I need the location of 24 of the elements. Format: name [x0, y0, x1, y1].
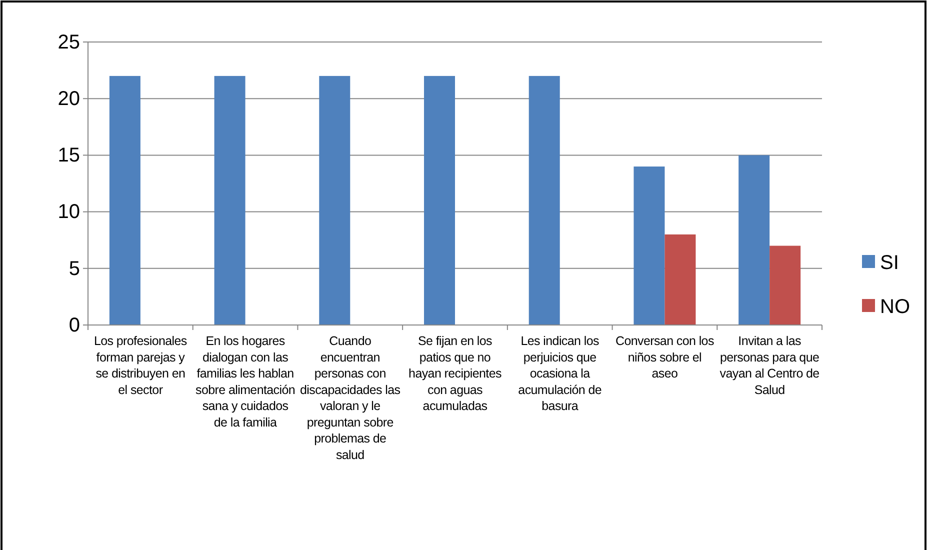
- bar: [738, 155, 770, 325]
- x-tick-label: Se fijan en los patios que no hayan recipientes con aguas acumuladas: [408, 334, 502, 413]
- bar: [214, 76, 246, 325]
- y-tick-label: 5: [68, 258, 80, 280]
- legend-label: NO: [880, 296, 910, 318]
- y-tick-label: 20: [58, 88, 80, 110]
- y-tick-label: 15: [58, 144, 80, 167]
- bar: [634, 166, 665, 325]
- y-tick-label: 25: [58, 31, 80, 54]
- x-tick-label: Conversan con los niños sobre el aseo: [615, 334, 714, 380]
- x-tick-label: Invitan a las personas para que vayan al Centro de Salud: [720, 334, 820, 397]
- bar: [664, 234, 696, 325]
- x-tick-label: Los profesionales forman parejas y se distribuyen en el sector: [94, 334, 187, 397]
- y-tick-label: 10: [58, 201, 80, 224]
- legend-label: SI: [880, 252, 899, 274]
- y-tick-label: 0: [68, 314, 80, 336]
- x-tick-label: En los hogares dialogan con las familias les hablan sobre alimentación sana y cuidados de la familia: [196, 334, 296, 430]
- bar: [424, 76, 455, 325]
- x-tick-label: Cuando encuentran personas con discapacidades las valoran y le preguntan sobre problemas de salud: [300, 334, 400, 462]
- bar: [770, 246, 801, 325]
- bar: [319, 76, 350, 325]
- bar: [528, 76, 560, 325]
- bar: [109, 76, 140, 325]
- x-tick-label: Les indican los perjuicios que ocasiona la acumulación de basura: [518, 334, 602, 413]
